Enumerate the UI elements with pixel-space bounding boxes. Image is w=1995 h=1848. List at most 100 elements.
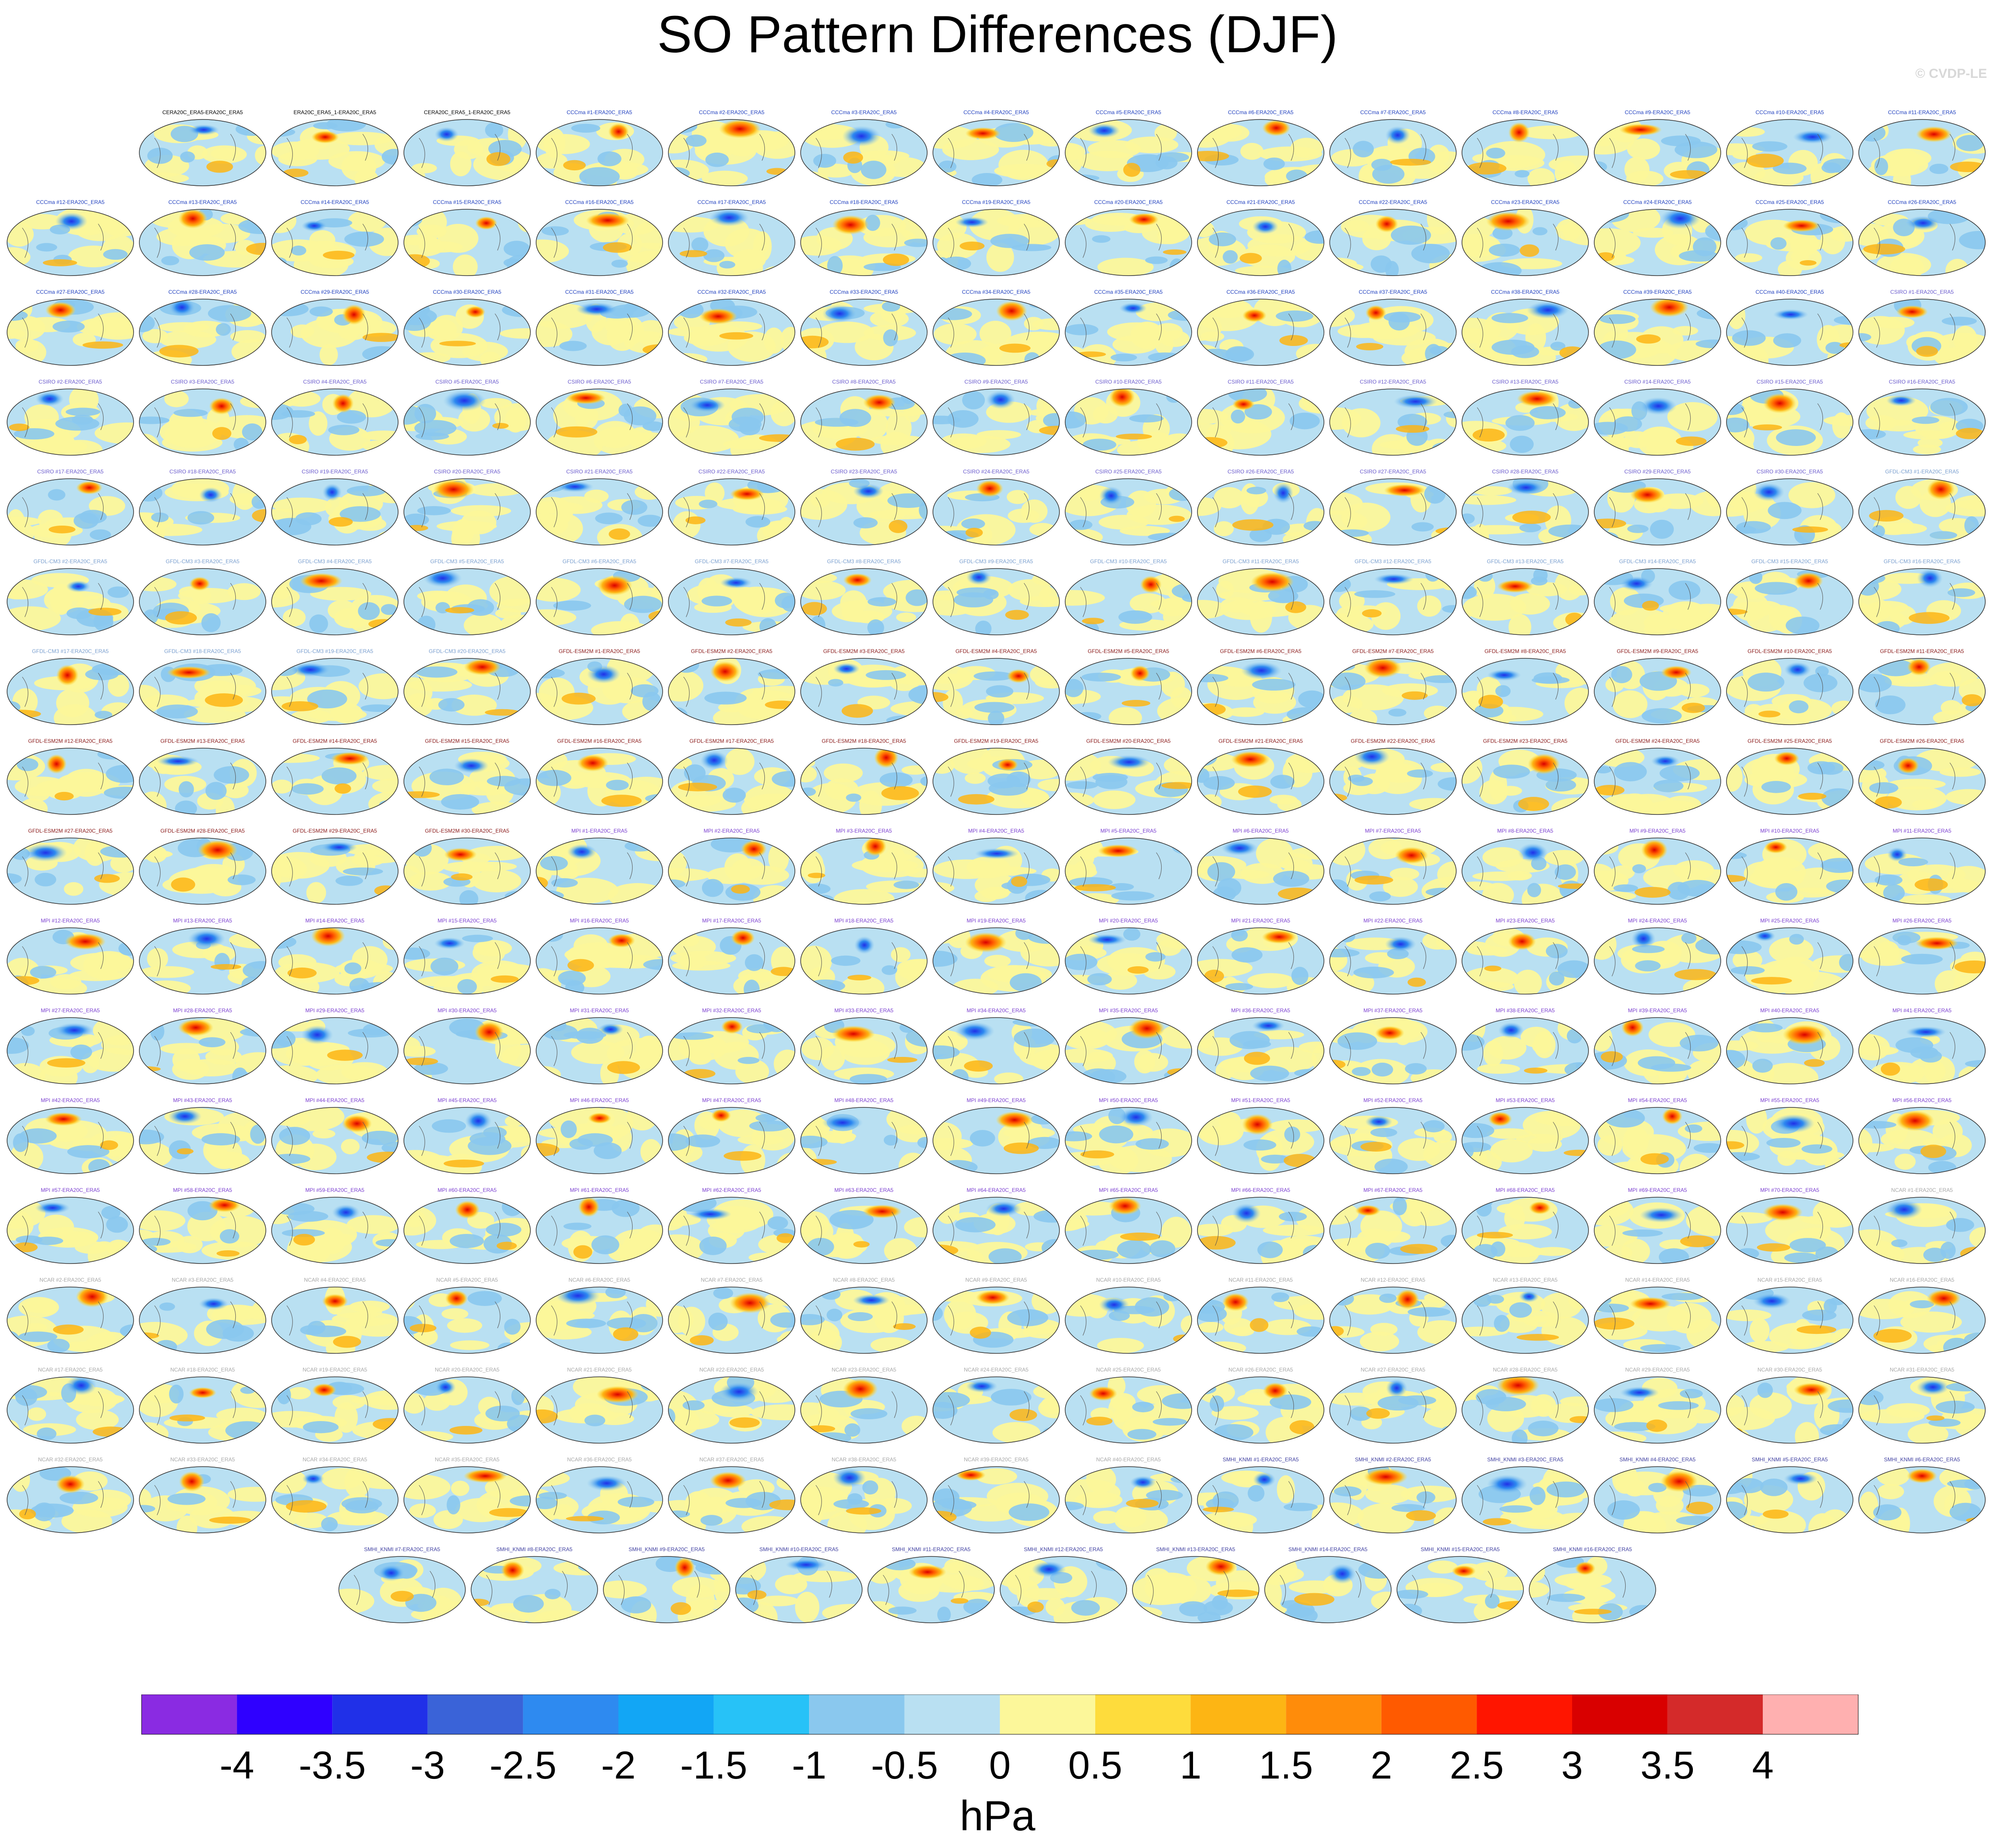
- anomaly-blob: [1201, 331, 1224, 342]
- anomaly-blob: [1594, 1431, 1647, 1443]
- anomaly-blob: [1653, 780, 1684, 792]
- map-panel: NCAR #28-ERA20C_ERA5: [1462, 1367, 1589, 1444]
- anomaly-blob: [1914, 878, 1948, 891]
- anomaly-blob: [281, 410, 315, 418]
- map-panel: CSIRO #29-ERA20C_ERA5: [1594, 469, 1721, 546]
- panel-label: NCAR #4-ERA20C_ERA5: [304, 1277, 366, 1283]
- coastline: [1609, 138, 1615, 168]
- coastline: [1609, 587, 1615, 617]
- anomaly-blob: [404, 1045, 436, 1057]
- anomaly-blob: [668, 669, 704, 702]
- map-panel: GFDL-ESM2M #1-ERA20C_ERA5: [536, 648, 663, 725]
- anomaly-blob: [566, 1318, 606, 1328]
- panel-label: NCAR #30-ERA20C_ERA5: [1757, 1367, 1822, 1373]
- anomaly-center: [587, 1475, 627, 1491]
- anomaly-blob: [272, 586, 300, 608]
- anomaly-blob: [704, 692, 747, 705]
- map-border: [1329, 119, 1457, 186]
- panel-label: NCAR #31-ERA20C_ERA5: [1890, 1367, 1954, 1373]
- panel-label: MPI #63-ERA20C_ERA5: [834, 1187, 894, 1193]
- map-panel: GFDL-CM3 #15-ERA20C_ERA5: [1726, 558, 1853, 635]
- map-panel: NCAR #31-ERA20C_ERA5: [1858, 1367, 1986, 1444]
- map-border: [403, 478, 531, 546]
- anomaly-blob: [449, 1233, 484, 1249]
- anomaly-blob: [315, 1064, 379, 1084]
- map-border: [1329, 209, 1457, 276]
- panel-label: CSIRO #4-ERA20C_ERA5: [303, 379, 367, 385]
- anomaly-blob: [1406, 1510, 1436, 1521]
- coastline: [98, 403, 104, 430]
- anomaly-blob: [1510, 435, 1534, 453]
- map-panel: GFDL-CM3 #20-ERA20C_ERA5: [403, 648, 531, 725]
- anomaly-blob: [1680, 1235, 1715, 1248]
- map-panel: CCCma #11-ERA20C_ERA5: [1858, 109, 1986, 186]
- anomaly-blob: [341, 1139, 360, 1155]
- anomaly-blob: [801, 1063, 821, 1084]
- anomaly-blob: [322, 250, 355, 260]
- anomaly-blob: [1638, 1056, 1676, 1070]
- map-panel: GFDL-ESM2M #29-ERA20C_ERA5: [271, 828, 399, 905]
- anomaly-blob: [354, 320, 396, 336]
- anomaly-blob: [1530, 406, 1566, 419]
- map-panel: MPI #48-ERA20C_ERA5: [800, 1097, 928, 1174]
- anomaly-blob: [1768, 502, 1802, 519]
- anomaly-blob: [1083, 622, 1099, 635]
- map-panel: GFDL-CM3 #17-ERA20C_ERA5: [7, 648, 134, 725]
- anomaly-blob: [621, 499, 648, 515]
- panel-label: CSIRO #2-ERA20C_ERA5: [38, 379, 102, 385]
- map-border: [139, 568, 266, 635]
- panel-label: GFDL-CM3 #4-ERA20C_ERA5: [298, 558, 372, 565]
- anomaly-blob: [1504, 1206, 1525, 1230]
- panel-label: MPI #7-ERA20C_ERA5: [1365, 828, 1421, 834]
- anomaly-blob: [846, 793, 861, 802]
- map-panel: GFDL-ESM2M #20-ERA20C_ERA5: [1065, 738, 1192, 815]
- anomaly-blob: [1065, 411, 1086, 429]
- anomaly-blob: [975, 620, 992, 635]
- anomaly-blob: [464, 613, 503, 635]
- anomaly-blob: [1680, 1034, 1719, 1052]
- anomaly-blob: [642, 692, 661, 711]
- anomaly-blob: [1417, 596, 1442, 617]
- anomaly-blob: [215, 323, 231, 336]
- anomaly-blob: [637, 515, 663, 527]
- map-panel: GFDL-CM3 #18-ERA20C_ERA5: [139, 648, 266, 725]
- panel-label: GFDL-CM3 #10-ERA20C_ERA5: [1090, 558, 1167, 565]
- anomaly-blob: [744, 954, 763, 971]
- anomaly-blob: [1388, 708, 1407, 717]
- coastline: [1344, 317, 1351, 348]
- anomaly-blob: [819, 321, 874, 343]
- anomaly-blob: [469, 483, 524, 496]
- anomaly-blob: [205, 693, 243, 707]
- map-panel: MPI #34-ERA20C_ERA5: [932, 1007, 1060, 1084]
- anomaly-blob: [306, 882, 326, 903]
- anomaly-blob: [1031, 1114, 1056, 1125]
- panel-label: NCAR #24-ERA20C_ERA5: [964, 1367, 1028, 1373]
- anomaly-blob: [1612, 690, 1648, 718]
- anomaly-blob: [1732, 330, 1766, 346]
- panel-label: CCCma #32-ERA20C_ERA5: [698, 289, 766, 295]
- anomaly-blob: [1203, 776, 1235, 790]
- anomaly-blob: [1684, 1124, 1703, 1133]
- anomaly-blob: [139, 966, 195, 978]
- coastline: [948, 407, 954, 438]
- anomaly-blob: [584, 1414, 606, 1426]
- anomaly-blob: [749, 1120, 789, 1132]
- anomaly-blob: [1661, 1293, 1704, 1300]
- anomaly-blob: [480, 398, 512, 409]
- anomaly-blob: [47, 1058, 85, 1068]
- anomaly-center: [1763, 393, 1796, 414]
- panel-label: MPI #49-ERA20C_ERA5: [967, 1097, 1026, 1103]
- map-panel: CCCma #36-ERA20C_ERA5: [1197, 289, 1324, 366]
- anomaly-blob: [358, 602, 380, 620]
- anomaly-blob: [227, 874, 256, 885]
- anomaly-center: [1784, 662, 1811, 678]
- panel-label: MPI #5-ERA20C_ERA5: [1101, 828, 1157, 834]
- anomaly-blob: [1389, 868, 1420, 880]
- anomaly-blob: [1909, 612, 1950, 624]
- anomaly-blob: [1379, 1293, 1397, 1303]
- anomaly-blob: [1247, 234, 1312, 257]
- coastline: [1212, 497, 1219, 527]
- anomaly-center: [597, 575, 633, 596]
- anomaly-blob: [1360, 1141, 1392, 1152]
- panel-label: NCAR #25-ERA20C_ERA5: [1096, 1367, 1161, 1373]
